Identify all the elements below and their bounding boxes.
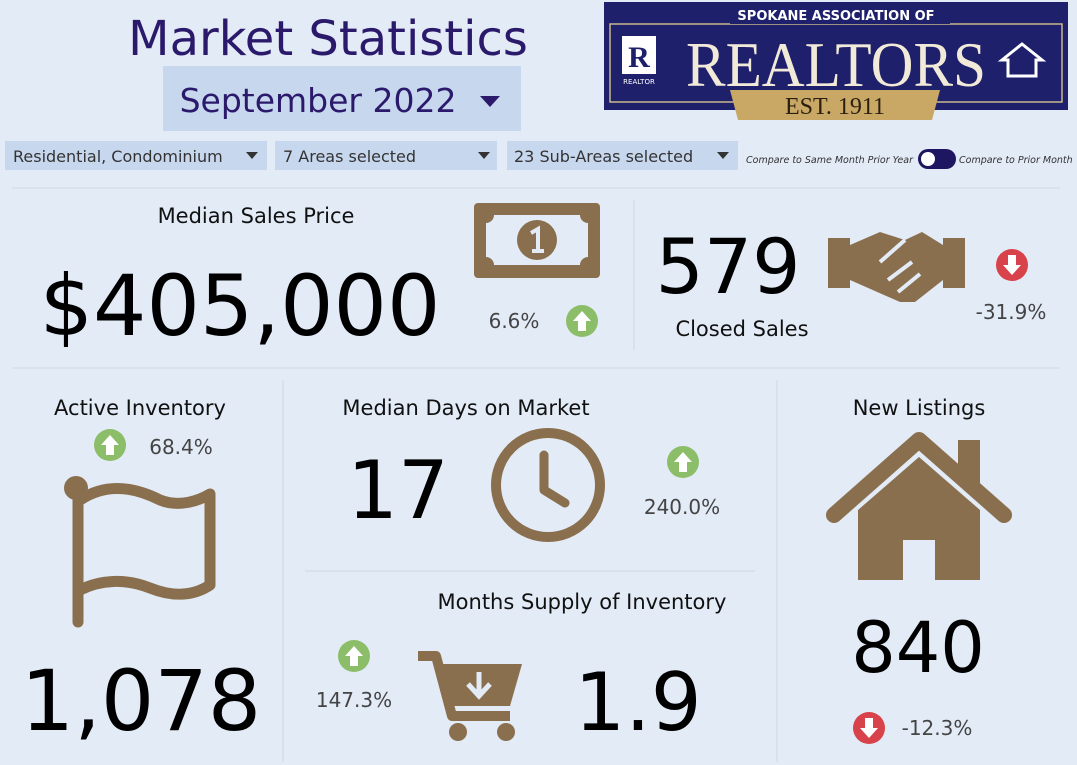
clock-icon [491, 428, 605, 542]
filter-dropdown[interactable] [275, 141, 497, 170]
change-arrow [996, 249, 1028, 281]
house-icon [826, 432, 1012, 580]
period-label[interactable]: September 2022 [180, 81, 457, 120]
dropdown-caret [480, 96, 500, 107]
logo-badge: REALTOR [623, 78, 655, 86]
metric-label: Months Supply of Inventory [438, 590, 727, 614]
logo-name: REALTORS [686, 29, 986, 100]
toggle-right-label: Compare to Prior Month [959, 155, 1073, 166]
filter-dropdown[interactable] [507, 141, 738, 170]
metric-value: $405,000 [40, 257, 441, 355]
dropdown-caret [717, 152, 729, 159]
change-arrow [338, 640, 370, 672]
filter-label[interactable]: Residential, Condominium [13, 147, 223, 166]
separators [12, 187, 1060, 762]
change-arrow [94, 429, 126, 461]
arrow-glyph [573, 311, 591, 331]
metric-label: Median Days on Market [342, 396, 589, 420]
arrow-glyph [674, 452, 692, 472]
flag-icon [64, 476, 216, 628]
filter-dropdown[interactable] [5, 141, 267, 170]
metric-value: 1,078 [21, 652, 261, 750]
dropdown-caret [246, 152, 258, 159]
arrow-glyph [860, 718, 878, 738]
filter-label[interactable]: 7 Areas selected [283, 147, 416, 166]
change-label: -31.9% [976, 300, 1047, 324]
filter-label[interactable]: 23 Sub-Areas selected [514, 147, 693, 166]
change-arrow [566, 305, 598, 337]
toggle-left-label: Compare to Same Month Prior Year [746, 155, 914, 166]
metric-label: New Listings [853, 396, 986, 420]
logo-top: SPOKANE ASSOCIATION OF [737, 9, 934, 24]
arrow-glyph [345, 646, 363, 666]
metric-label: Median Sales Price [158, 204, 355, 228]
period-dropdown[interactable] [163, 66, 521, 131]
metric-label: Closed Sales [675, 317, 808, 341]
arrow-glyph [101, 435, 119, 455]
metric-value: 579 [655, 222, 800, 311]
change-arrow [853, 712, 885, 744]
change-label: 147.3% [316, 688, 392, 712]
change-label: -12.3% [902, 716, 973, 740]
logo-est: EST. 1911 [785, 94, 885, 120]
change-arrow [667, 446, 699, 478]
metric-value: 1.9 [574, 656, 701, 749]
svg-text:R: R [628, 41, 650, 74]
logo: SPOKANE ASSOCIATION OF R REALTOR REALTOR… [604, 2, 1068, 120]
metric-label: Active Inventory [54, 396, 226, 420]
title: Market Statistics [128, 11, 528, 67]
metric-value: 840 [851, 607, 985, 689]
metric-value: 17 [347, 444, 449, 537]
money-icon [474, 203, 600, 278]
change-label: 6.6% [489, 309, 540, 333]
arrow-glyph [1003, 255, 1021, 275]
change-label: 240.0% [644, 495, 720, 519]
change-label: 68.4% [149, 435, 213, 459]
toggle-knob [921, 152, 935, 166]
dropdown-caret [478, 152, 490, 159]
handshake-icon [828, 232, 965, 302]
cart-icon [418, 651, 522, 741]
